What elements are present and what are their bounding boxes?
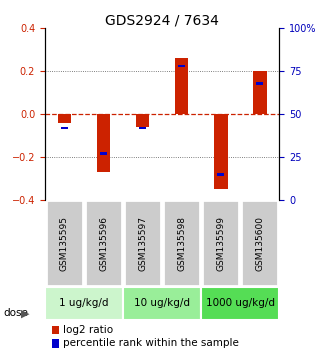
Text: log2 ratio: log2 ratio xyxy=(63,325,113,335)
Text: GSM135599: GSM135599 xyxy=(216,216,225,270)
Bar xyxy=(253,71,266,114)
Bar xyxy=(217,173,224,176)
FancyBboxPatch shape xyxy=(85,200,122,286)
Text: GSM135600: GSM135600 xyxy=(255,216,264,270)
Text: 10 ug/kg/d: 10 ug/kg/d xyxy=(134,298,190,308)
FancyBboxPatch shape xyxy=(201,287,279,320)
FancyBboxPatch shape xyxy=(202,200,239,286)
Text: percentile rank within the sample: percentile rank within the sample xyxy=(63,338,239,348)
Bar xyxy=(52,339,58,348)
FancyBboxPatch shape xyxy=(46,200,83,286)
FancyBboxPatch shape xyxy=(123,287,201,320)
FancyBboxPatch shape xyxy=(45,287,123,320)
Bar xyxy=(52,326,58,334)
Bar xyxy=(61,127,68,129)
FancyBboxPatch shape xyxy=(241,200,278,286)
Bar xyxy=(178,65,185,67)
Bar xyxy=(100,153,107,155)
Text: ▶: ▶ xyxy=(21,308,29,318)
Title: GDS2924 / 7634: GDS2924 / 7634 xyxy=(105,13,219,27)
Text: 1000 ug/kg/d: 1000 ug/kg/d xyxy=(206,298,275,308)
Bar xyxy=(214,114,228,189)
Bar xyxy=(175,58,188,114)
Bar xyxy=(256,82,263,85)
FancyBboxPatch shape xyxy=(163,200,200,286)
Text: GSM135598: GSM135598 xyxy=(177,216,186,270)
Text: GSM135595: GSM135595 xyxy=(60,216,69,270)
Bar xyxy=(136,114,149,127)
Bar xyxy=(97,114,110,172)
FancyBboxPatch shape xyxy=(124,200,161,286)
Text: GSM135597: GSM135597 xyxy=(138,216,147,270)
Bar xyxy=(58,114,71,123)
Text: dose: dose xyxy=(3,308,28,318)
Text: GSM135596: GSM135596 xyxy=(99,216,108,270)
Bar xyxy=(139,127,146,129)
Text: 1 ug/kg/d: 1 ug/kg/d xyxy=(59,298,109,308)
